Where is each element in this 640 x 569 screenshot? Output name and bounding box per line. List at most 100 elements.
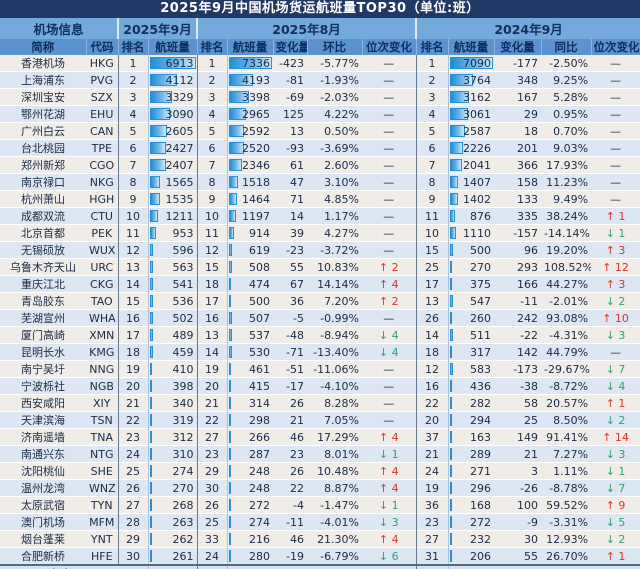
flights-2024-09: 3764 — [448, 72, 494, 89]
rank-2025-09: 13 — [118, 258, 149, 276]
pos-change-vs-aug: ↓ 4 — [362, 326, 417, 344]
rank-2024-09: 13 — [416, 292, 449, 310]
flights-2024-09: 282 — [448, 395, 494, 412]
yoy-pct: 11.23% — [546, 175, 589, 189]
airport-name: 太原武宿 — [21, 499, 65, 512]
data-bar — [228, 329, 232, 341]
airport-code: TNA — [86, 428, 119, 446]
flights-2025-09: 310 — [148, 445, 198, 463]
flights-2025-09: 1565 — [148, 173, 198, 191]
flights-2024-09: 2041 — [448, 157, 494, 174]
change-2024-09: 3 — [531, 464, 539, 478]
table-row: 重庆江北 CKG 14 541 18 474 67 14.14% ↑ 4 17 375 166 44.2… — [0, 275, 640, 293]
data-bar — [228, 244, 233, 256]
change-2025-08: -17 — [286, 379, 305, 393]
airport-code: PVG — [86, 71, 119, 89]
pos-change-vs-2024: ↓ 2 — [605, 532, 626, 546]
rank-2025-08: 33 — [197, 530, 228, 548]
data-bar — [149, 125, 167, 137]
mom-pct: 14.14% — [317, 277, 360, 291]
data-bar — [449, 193, 459, 205]
rank-2025-09: 15 — [118, 292, 149, 310]
table-row: 南京禄口 NKG 8 1565 8 1518 47 3.10% —8 1407 158 11.23% — — [0, 173, 640, 191]
rank-2024-09: 20 — [416, 411, 449, 429]
change-2024-09: 201 — [517, 141, 539, 155]
rank-2025-08: 10 — [197, 207, 228, 225]
table-row: 成都双流 CTU 10 1211 10 1197 14 1.17% —11 876 335 38.24… — [0, 207, 640, 225]
data-bar — [149, 91, 172, 103]
airport-name: 天津滨海 — [21, 414, 65, 427]
change-2024-09: 293 — [517, 260, 539, 274]
pos-change-vs-aug: — — [362, 377, 417, 395]
flights-2024-09: 436 — [448, 378, 494, 395]
yoy-pct: 44.79% — [546, 345, 589, 359]
mom-pct: -1.93% — [320, 73, 360, 87]
airport-name: 重庆江北 — [21, 278, 65, 291]
airport-name: 广州白云 — [21, 125, 65, 138]
table-row: 厦门高崎 XMN 17 489 13 537 -48 -8.94% ↓ 4 14 511 -22 -4.… — [0, 326, 640, 344]
rank-2025-08: —— — [197, 564, 228, 569]
rank-2025-08: 26 — [197, 496, 228, 514]
data-bar — [449, 159, 463, 171]
change-2024-09: 348 — [517, 73, 539, 87]
change-2024-09: -173 — [513, 362, 539, 376]
pos-change-vs-aug: ↑ 2 — [362, 292, 417, 310]
yoy-pct: -3.31% — [549, 515, 589, 529]
flights-2025-08: 415 — [227, 378, 273, 395]
yoy-pct: 1.11% — [553, 464, 589, 478]
airport-name: 南通兴东 — [21, 448, 65, 461]
rank-2024-09: 27 — [416, 530, 449, 548]
flights-2025-08: 7336 — [227, 55, 273, 72]
flights-2024-09: 271 — [448, 463, 494, 480]
pos-change-vs-aug: ↑ 4 — [362, 462, 417, 480]
flights-2025-09: 2427 — [148, 139, 198, 157]
pos-change-vs-aug: — — [362, 173, 417, 191]
rank-2025-09: 10 — [118, 207, 149, 225]
pos-change-vs-aug: — — [362, 207, 417, 225]
rank-2025-08: 11 — [197, 224, 228, 242]
rank-2025-08: 18 — [197, 275, 228, 293]
rank-2025-08: 7 — [197, 156, 228, 174]
pos-change-vs-aug: — — [362, 394, 417, 412]
mom-pct: -2.03% — [320, 90, 360, 104]
col-change-sep24: 变化量 — [493, 39, 542, 55]
change-2025-08: -423 — [279, 56, 305, 70]
data-bar — [149, 414, 152, 426]
rank-2024-09: 37 — [416, 428, 449, 446]
rank-2024-09: 5 — [416, 122, 449, 140]
rank-2024-09: 36 — [416, 496, 449, 514]
flights-2024-09: 1110 — [448, 225, 494, 242]
data-bar — [149, 57, 196, 69]
mom-pct: 4.85% — [324, 192, 360, 206]
table-row: 澳门机场 MFM 28 263 25 274 -11 -4.01% ↓ 3 23 272 -9 -3.3… — [0, 513, 640, 531]
airport-name: 台北桃园 — [21, 142, 65, 155]
rank-2025-09: 2 — [118, 71, 149, 89]
change-2024-09: 133 — [517, 192, 539, 206]
data-bar — [449, 363, 454, 375]
pos-change-vs-aug: — — [362, 105, 417, 123]
table-row: 上海浦东 PVG 2 4112 2 4193 -81 -1.93% —2 3764 348 9.25%… — [0, 71, 640, 89]
yoy-pct: 44.27% — [546, 277, 589, 291]
pos-change-vs-2024: ↓ 7 — [605, 481, 626, 495]
mom-pct: 21.30% — [317, 532, 360, 546]
change-2024-09: -11 — [520, 294, 539, 308]
flights-2025-09: 2407 — [148, 156, 198, 174]
flights-2024-09: 232 — [448, 531, 494, 548]
rank-2025-08: 17 — [197, 292, 228, 310]
rank-2025-09: 28 — [118, 513, 149, 531]
flights-2025-09: 1211 — [148, 207, 198, 225]
airport-code: URC — [86, 258, 119, 276]
pos-change-vs-aug: ↑ 4 — [362, 275, 417, 293]
rank-2025-08: 29 — [197, 462, 228, 480]
flights-2025-09: 596 — [148, 241, 198, 259]
rank-2025-09: 30 — [118, 547, 149, 565]
rank-2024-09: 14 — [416, 326, 449, 344]
col-flights-sep25: 航班量 — [147, 39, 198, 55]
data-bar — [149, 346, 153, 358]
col-pos-change-sep24: 位次变化 — [590, 39, 640, 55]
data-bar — [449, 414, 452, 426]
flights-2025-09: 4112 — [148, 71, 198, 89]
yoy-pct: 108.52% — [544, 260, 592, 274]
yoy-pct: 59.52% — [546, 498, 589, 512]
flights-2024-09: 34998 — [448, 564, 495, 569]
